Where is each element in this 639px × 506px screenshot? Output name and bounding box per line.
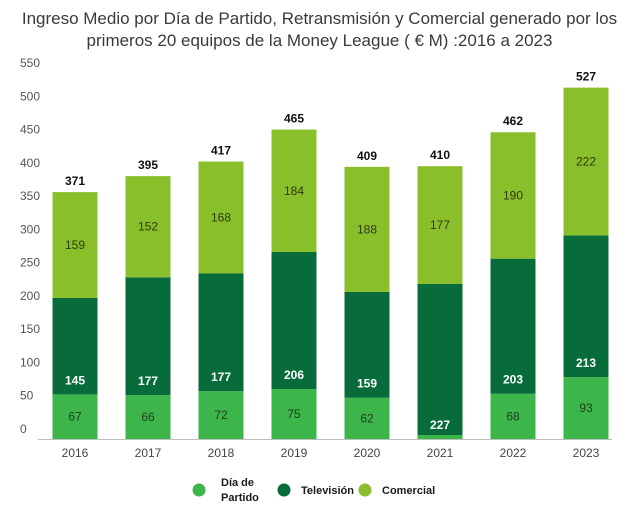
bar-2016-comercial [52,192,98,298]
y-tick-label-50: 50 [20,389,34,403]
y-tick-label-450: 450 [20,123,40,137]
legend-marker-1 [277,483,291,497]
total-label-2016: 371 [65,174,85,188]
data-label-2018-0: 72 [214,408,228,422]
data-label-2016-0: 67 [68,410,82,424]
bar-2021-d-a-de-partido [417,435,463,439]
bar-2020-televisi-n [344,291,390,398]
y-tick-label-250: 250 [20,256,40,270]
bar-2022-televisi-n [490,258,536,394]
data-label-2016-1: 145 [65,373,85,387]
data-label-2016-2: 159 [65,238,85,252]
x-tick-label-2016: 2016 [62,446,89,460]
y-tick-label-400: 400 [20,156,40,170]
chart-title: Ingreso Medio por Día de Partido, Retran… [0,8,639,52]
bar-2022-comercial [490,132,536,259]
bar-2018-televisi-n [198,273,244,392]
bar-2019-comercial [271,129,317,253]
data-label-2018-1: 177 [211,370,231,384]
data-label-2018-2: 168 [211,210,231,224]
legend-marker-2 [358,483,372,497]
total-label-2022: 462 [503,114,523,128]
bar-2018-d-a-de-partido [198,391,244,439]
x-tick-label-2017: 2017 [135,446,162,460]
x-tick-label-2018: 2018 [208,446,235,460]
bar-2016-televisi-n [52,297,98,395]
bar-2023-televisi-n [563,235,609,378]
x-tick-label-2021: 2021 [427,446,454,460]
data-label-2020-1: 159 [357,377,377,391]
bar-2023-d-a-de-partido [563,377,609,439]
total-label-2021: 410 [430,148,450,162]
y-tick-label-0: 0 [20,422,27,436]
bar-2019-televisi-n [271,252,317,390]
bar-2020-d-a-de-partido [344,397,390,439]
bar-2016-d-a-de-partido [52,394,98,439]
chart-title-line-1: Ingreso Medio por Día de Partido, Retran… [21,9,618,28]
data-label-2023-2: 222 [576,155,596,169]
bar-2017-comercial [125,176,171,278]
bar-2022-d-a-de-partido [490,393,536,439]
total-label-2018: 417 [211,144,231,158]
x-tick-label-2022: 2022 [500,446,527,460]
data-label-2017-2: 152 [138,220,158,234]
y-tick-label-500: 500 [20,89,40,103]
total-label-2019: 465 [284,112,304,126]
chart-title-line-2: primeros 20 equipos de la Money League (… [86,31,553,50]
legend-label-0-line-1: Día de [221,477,254,489]
y-tick-label-150: 150 [20,322,40,336]
total-label-2023: 527 [576,70,596,84]
data-label-2017-1: 177 [138,374,158,388]
data-label-2022-1: 203 [503,373,523,387]
data-label-2020-2: 188 [357,222,377,236]
bar-2021-televisi-n [417,283,463,436]
y-tick-label-550: 550 [20,56,40,70]
data-label-2021-1: 227 [430,418,450,432]
y-tick-label-200: 200 [20,289,40,303]
total-label-2017: 395 [138,158,158,172]
bar-2020-comercial [344,166,390,292]
bar-2018-comercial [198,161,244,274]
data-label-2023-0: 93 [579,401,593,415]
bar-2023-comercial [563,87,609,236]
data-label-2022-2: 190 [503,188,523,202]
y-tick-label-350: 350 [20,189,40,203]
x-tick-label-2019: 2019 [281,446,308,460]
data-label-2023-1: 213 [576,356,596,370]
bar-2017-televisi-n [125,277,171,396]
legend-label-0-line-2: Partido [221,492,259,504]
bar-2017-d-a-de-partido [125,395,171,439]
data-label-2021-2: 177 [430,218,450,232]
y-tick-label-300: 300 [20,222,40,236]
bar-2019-d-a-de-partido [271,389,317,439]
data-label-2019-0: 75 [287,407,301,421]
data-label-2022-0: 68 [506,409,520,423]
legend-marker-0 [192,483,206,497]
legend-label-2: Comercial [382,485,435,497]
data-label-2017-0: 66 [141,410,155,424]
total-label-2020: 409 [357,149,377,163]
data-label-2019-1: 206 [284,368,304,382]
x-tick-label-2023: 2023 [573,446,600,460]
data-label-2019-2: 184 [284,184,304,198]
data-label-2020-0: 62 [360,411,374,425]
x-tick-label-2020: 2020 [354,446,381,460]
legend-label-1: Televisión [301,485,354,497]
y-tick-label-100: 100 [20,355,40,369]
bar-2021-comercial [417,166,463,284]
